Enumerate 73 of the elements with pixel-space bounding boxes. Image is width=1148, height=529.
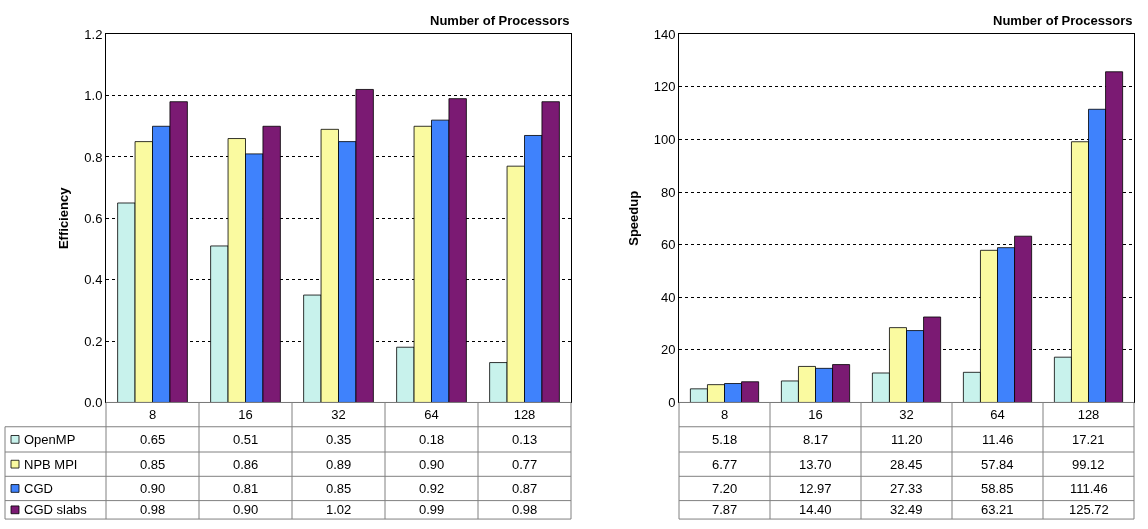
x-tick-label: 16	[808, 407, 823, 423]
data-label: 58.85	[981, 481, 1014, 496]
data-label: 0.85	[326, 481, 352, 496]
legend-label: CGD slabs	[24, 502, 88, 517]
data-label: 0.86	[233, 457, 259, 472]
data-label: 12.97	[799, 481, 832, 496]
y-tick-label: 1.0	[84, 88, 103, 104]
data-label: 14.40	[799, 502, 832, 517]
x-tick-label: 8	[720, 407, 729, 423]
x-tick-label: 64	[424, 407, 439, 423]
x-tick-label: 64	[990, 407, 1005, 423]
data-label: 8.17	[803, 432, 829, 447]
legend-label: OpenMP	[24, 432, 76, 447]
data-label: 11.20	[891, 432, 923, 447]
data-label: 6.77	[712, 457, 738, 472]
x-tick-label: 128	[1077, 407, 1100, 423]
data-label: 1.02	[326, 502, 352, 517]
data-label: 57.84	[981, 457, 1014, 472]
data-label: 32.49	[890, 502, 923, 517]
y-tick-label: 120	[653, 79, 676, 95]
y-tick-label: 140	[653, 26, 676, 42]
y-tick-label: 0.0	[84, 395, 103, 411]
y-tick-label: 0.2	[84, 333, 103, 349]
y-tick-label: 40	[660, 289, 676, 305]
data-label: 0.92	[419, 481, 445, 496]
y-tick-label: 20	[660, 342, 676, 358]
x-tick-label: 32	[331, 407, 346, 423]
data-label: 0.90	[419, 457, 445, 472]
y-axis-title: Efficiency	[56, 186, 72, 250]
data-label: 125.72	[1069, 502, 1109, 517]
x-axis-title: Number of Processors	[430, 13, 570, 28]
legend-label: CGD	[24, 481, 53, 496]
x-tick-label: 128	[513, 407, 536, 423]
data-label: 0.90	[140, 481, 166, 496]
data-label: 0.35	[326, 432, 352, 447]
data-label: 0.13	[512, 432, 538, 447]
y-tick-label: 60	[660, 237, 676, 253]
data-label: 27.33	[890, 481, 923, 496]
y-tick-label: 0	[668, 395, 676, 411]
y-tick-label: 80	[660, 184, 676, 200]
data-label: 0.65	[140, 432, 166, 447]
data-label: 111.46	[1070, 481, 1108, 496]
data-label: 99.12	[1072, 457, 1105, 472]
data-label: 13.70	[799, 457, 832, 472]
y-tick-label: 1.2	[84, 26, 103, 42]
data-label: 0.87	[512, 481, 538, 496]
x-tick-label: 8	[148, 407, 157, 423]
data-label: 0.99	[419, 502, 445, 517]
y-tick-label: 100	[653, 131, 676, 147]
x-tick-label: 32	[899, 407, 914, 423]
data-label: 5.18	[712, 432, 738, 447]
data-label: 0.77	[512, 457, 538, 472]
y-tick-label: 0.8	[84, 149, 103, 165]
data-label: 0.98	[512, 502, 538, 517]
data-label: 63.21	[981, 502, 1014, 517]
x-tick-label: 16	[238, 407, 253, 423]
x-axis-title: Number of Processors	[993, 13, 1133, 28]
data-label: 0.51	[233, 432, 259, 447]
data-label: 0.85	[140, 457, 166, 472]
data-label: 7.87	[712, 502, 738, 517]
data-label: 17.21	[1072, 432, 1105, 447]
y-tick-label: 0.4	[84, 272, 103, 288]
data-label: 0.89	[326, 457, 352, 472]
data-label: 11.46	[982, 432, 1014, 447]
y-axis-title: Speedup	[625, 190, 641, 246]
y-tick-label: 0.6	[84, 210, 103, 226]
data-label: 28.45	[890, 457, 923, 472]
data-label: 0.81	[233, 481, 259, 496]
data-label: 0.90	[233, 502, 259, 517]
data-label: 7.20	[712, 481, 738, 496]
legend-label: NPB MPI	[24, 457, 78, 472]
data-label: 0.18	[419, 432, 445, 447]
data-label: 0.98	[140, 502, 166, 517]
